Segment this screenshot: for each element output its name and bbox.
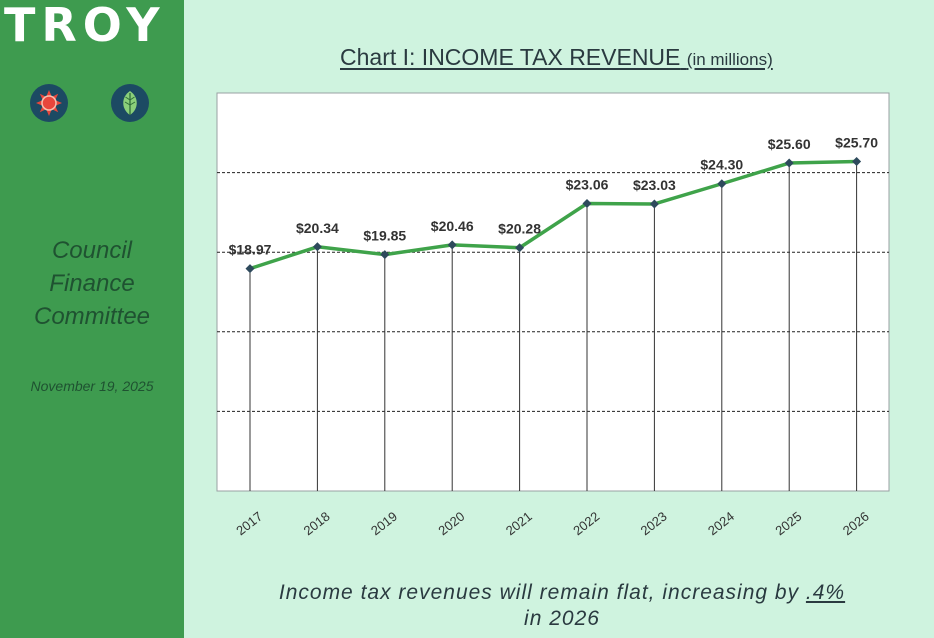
- x-tick-label: 2020: [435, 509, 467, 539]
- series-line-path: [249, 159, 857, 271]
- troy-logo: TROY: [4, 0, 166, 52]
- committee-line: Finance: [49, 270, 135, 297]
- footnote-percent: .4%: [805, 581, 846, 604]
- committee-line: Council: [51, 237, 133, 264]
- chart-title-main: Chart I: INCOME TAX REVENUE: [340, 44, 681, 70]
- x-axis-ticks: 2017 2018 2019 2020 2021 2022 2023 2024 2025 2026: [233, 509, 872, 539]
- data-label: $25.60: [768, 136, 811, 152]
- data-point: [447, 240, 457, 250]
- x-tick-label: 2019: [368, 509, 400, 539]
- footnote-text: Income tax revenues will remain flat, in…: [278, 581, 806, 604]
- data-label: $24.30: [700, 157, 743, 173]
- x-tick-label: 2026: [840, 509, 872, 539]
- drop-lines: [249, 161, 858, 491]
- chart-title-unit: (in millions): [686, 50, 773, 69]
- meeting-date: November 19, 2025: [30, 378, 154, 394]
- committee-name: Council Finance Committee: [0, 234, 184, 333]
- data-point: [380, 250, 390, 260]
- data-label: $23.03: [633, 177, 676, 193]
- chart-title: Chart I: INCOME TAX REVENUE (in millions…: [340, 44, 773, 71]
- data-label: $19.85: [363, 228, 406, 244]
- data-point: [852, 156, 862, 166]
- data-point: [717, 179, 727, 189]
- x-tick-label: 2018: [301, 509, 333, 539]
- x-tick-label: 2024: [705, 509, 737, 539]
- data-label: $25.70: [835, 134, 878, 150]
- series-line: [249, 159, 857, 271]
- data-point: [515, 243, 525, 253]
- x-tick-label: 2021: [503, 509, 535, 539]
- data-label: $20.34: [296, 220, 339, 236]
- x-tick-label: 2025: [772, 509, 804, 539]
- data-label: $20.46: [431, 218, 474, 234]
- gridlines: [217, 172, 889, 412]
- data-points: [245, 156, 862, 274]
- data-label: $23.06: [566, 176, 609, 192]
- x-tick-label: 2022: [570, 509, 602, 539]
- x-tick-label: 2023: [638, 509, 670, 539]
- data-point: [582, 198, 592, 208]
- leaf-icon: [111, 84, 149, 122]
- data-point: [245, 264, 255, 274]
- data-point: [649, 199, 659, 209]
- plot-area: [216, 92, 890, 492]
- sun-icon: [30, 84, 68, 122]
- footnote: Income tax revenues will remain flat, in…: [190, 580, 934, 632]
- sidebar: TROY Council Finance Committee Nov: [0, 0, 184, 638]
- footnote-suffix: in 2026: [524, 607, 600, 630]
- data-point: [784, 158, 794, 168]
- data-point: [312, 242, 322, 252]
- data-label: $20.28: [498, 221, 541, 237]
- x-tick-label: 2017: [233, 509, 265, 539]
- committee-line: Committee: [33, 303, 151, 330]
- data-label: $18.97: [229, 242, 272, 258]
- data-labels: $18.97 $20.34 $19.85 $20.46 $20.28 $23.06 $23.…: [229, 134, 879, 257]
